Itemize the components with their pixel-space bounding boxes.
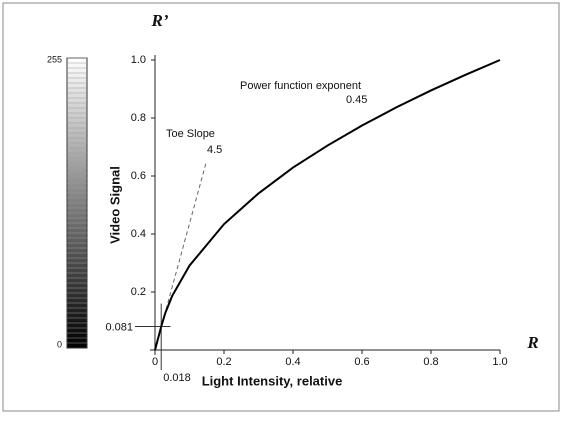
power-value: 0.45 bbox=[346, 94, 367, 106]
x-axis-label: Light Intensity, relative bbox=[202, 373, 343, 388]
marker-y-label: 0.081 bbox=[105, 321, 133, 333]
toe-slope-line bbox=[154, 162, 207, 351]
y-symbol: R’ bbox=[151, 11, 169, 30]
toe-annotation: Toe Slope bbox=[166, 128, 215, 140]
x-tick-label: 0.2 bbox=[216, 356, 231, 368]
y-tick-label: 0.2 bbox=[131, 286, 146, 298]
x-tick-label: 0.8 bbox=[423, 356, 438, 368]
grayscale-top: 255 bbox=[47, 54, 62, 64]
frame bbox=[2, 2, 560, 412]
y-tick-label: 0.6 bbox=[131, 170, 146, 182]
x-tick-label: 0 bbox=[152, 356, 158, 368]
curve bbox=[154, 59, 501, 351]
x-symbol: R bbox=[526, 333, 538, 352]
grayscale-stripes bbox=[67, 57, 87, 344]
x-tick-label: 0.6 bbox=[354, 356, 369, 368]
y-tick-label: 1.0 bbox=[131, 54, 146, 66]
y-tick-label: 0.4 bbox=[131, 228, 146, 240]
power-annotation: Power function exponent bbox=[240, 80, 361, 92]
y-axis-label: Video Signal bbox=[107, 166, 122, 244]
marker-x-label: 0.018 bbox=[163, 372, 191, 384]
x-tick-label: 0.4 bbox=[285, 356, 300, 368]
grayscale-bottom: 0 bbox=[57, 339, 62, 349]
y-tick-label: 0.8 bbox=[131, 112, 146, 124]
toe-value: 4.5 bbox=[207, 144, 222, 156]
x-tick-label: 1.0 bbox=[492, 356, 507, 368]
